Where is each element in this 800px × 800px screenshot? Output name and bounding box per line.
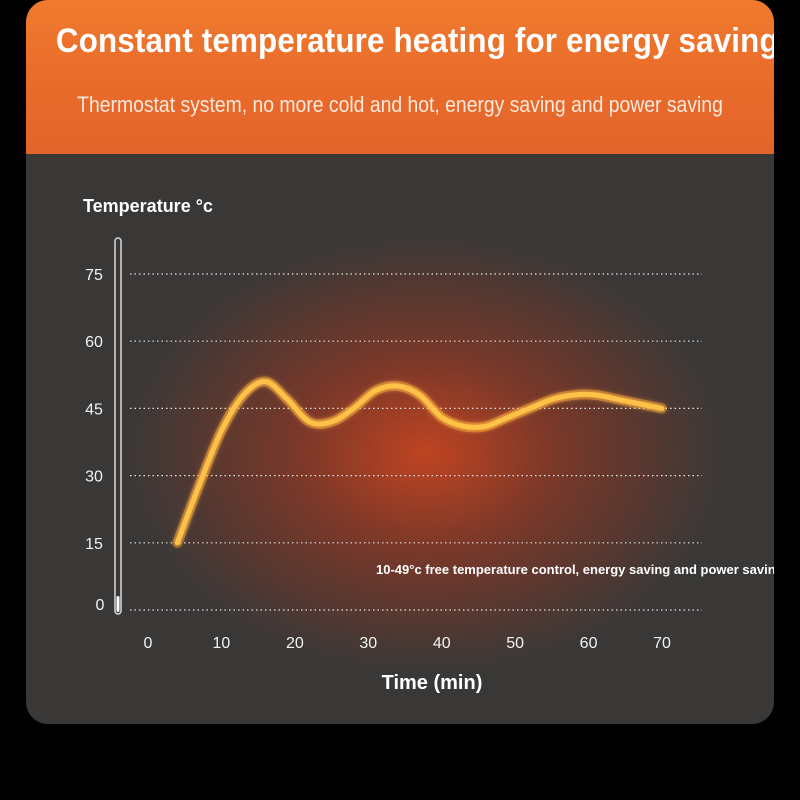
banner-title: Constant temperature heating for energy …	[55, 22, 774, 60]
chart-annotation: 10-49°c free temperature control, energy…	[376, 562, 774, 577]
y-tick-label: 0	[96, 597, 105, 614]
x-tick-label: 20	[286, 635, 304, 652]
y-axis-bar	[114, 237, 122, 615]
product-card: Constant temperature heating for energy …	[26, 0, 774, 724]
x-tick-label: 0	[144, 635, 153, 652]
x-tick-label: 30	[359, 635, 377, 652]
x-tick-label: 40	[433, 635, 451, 652]
x-tick-label: 50	[506, 635, 524, 652]
x-axis-title: Time (min)	[382, 672, 483, 694]
y-tick-label: 45	[85, 401, 103, 418]
x-tick-label: 70	[653, 635, 671, 652]
temperature-curve-glow	[172, 376, 667, 548]
y-tick-label: 30	[85, 469, 103, 486]
chart-area: Temperature °c 0 15 30 45 60 75 0 10 20 30 40 50 60…	[26, 154, 774, 724]
y-axis-level-indicator	[116, 596, 120, 612]
y-tick-label: 60	[85, 334, 103, 351]
y-tick-label: 15	[85, 536, 103, 553]
header-banner: Constant temperature heating for energy …	[26, 0, 774, 154]
temperature-curve	[174, 378, 665, 546]
banner-subtitle: Thermostat system, no more cold and hot,…	[77, 92, 723, 117]
y-tick-label: 75	[85, 267, 103, 284]
temperature-chart: Temperature °c 0 15 30 45 60 75 0 10 20 30 40 50 60…	[83, 196, 774, 694]
y-axis-title: Temperature °c	[83, 196, 213, 216]
x-tick-label: 10	[213, 635, 231, 652]
x-tick-label: 60	[580, 635, 598, 652]
